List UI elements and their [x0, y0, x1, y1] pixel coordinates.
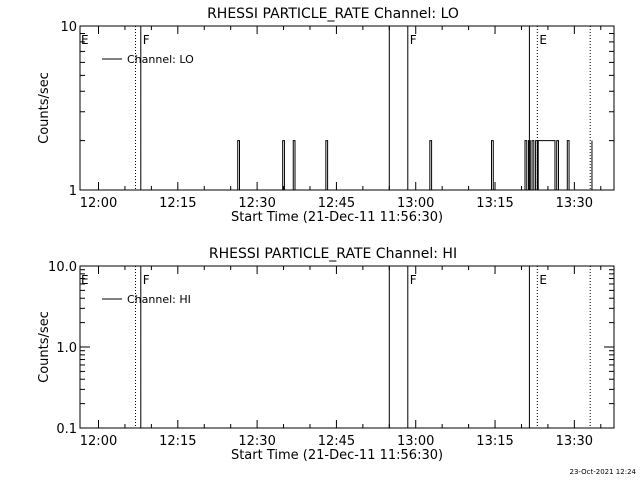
x-tick-label: 12:15	[159, 434, 196, 449]
x-tick-label: 12:00	[80, 434, 117, 449]
chart-title: RHESSI PARTICLE_RATE Channel: HI	[209, 246, 457, 262]
series-line	[235, 140, 593, 191]
x-tick-label: 12:45	[318, 434, 355, 449]
x-tick-label: 12:00	[80, 196, 117, 211]
marker-label: E	[539, 273, 547, 287]
x-axis-label: Start Time (21-Dec-11 11:56:30)	[231, 210, 443, 225]
marker-label: E	[81, 273, 89, 287]
y-tick-label: 1.0	[56, 341, 77, 356]
marker-label: F	[410, 273, 417, 287]
legend-entry: Channel: HI	[127, 293, 191, 306]
x-tick-label: 12:15	[159, 196, 196, 211]
x-axis-label: Start Time (21-Dec-11 11:56:30)	[231, 448, 443, 463]
marker-label: F	[410, 33, 417, 47]
x-tick-label: 13:15	[476, 196, 513, 211]
footer-timestamp: 23-Oct-2021 12:24	[569, 468, 636, 476]
y-axis-label: Counts/sec	[37, 311, 52, 383]
chart-panel-2: RHESSI PARTICLE_RATE Channel: HI 12:00 12:…	[37, 246, 615, 463]
legend-entry: Channel: LO	[127, 53, 194, 66]
chart-panel-1: RHESSI PARTICLE_RATE Channel: LO 12:00 12:…	[37, 6, 615, 225]
x-tick-label: 13:15	[476, 434, 513, 449]
x-tick-label: 12:30	[238, 434, 275, 449]
y-axis-label: Counts/sec	[37, 72, 52, 144]
y-tick-label: 10	[60, 20, 77, 35]
x-tick-label: 13:00	[397, 434, 434, 449]
x-tick-label: 13:00	[397, 196, 434, 211]
y-tick-label: 10.0	[48, 260, 77, 275]
marker-label: E	[81, 33, 89, 47]
marker-label: E	[539, 33, 547, 47]
marker-label: F	[143, 33, 150, 47]
x-tick-label: 12:30	[238, 196, 275, 211]
y-tick-label: 0.1	[56, 422, 77, 437]
x-tick-label: 13:30	[556, 434, 593, 449]
chart-title: RHESSI PARTICLE_RATE Channel: LO	[207, 6, 459, 22]
y-tick-label: 1	[69, 184, 77, 199]
x-tick-label: 13:30	[556, 196, 593, 211]
marker-label: F	[143, 273, 150, 287]
plot-frame	[79, 265, 615, 429]
x-tick-label: 12:45	[318, 196, 355, 211]
